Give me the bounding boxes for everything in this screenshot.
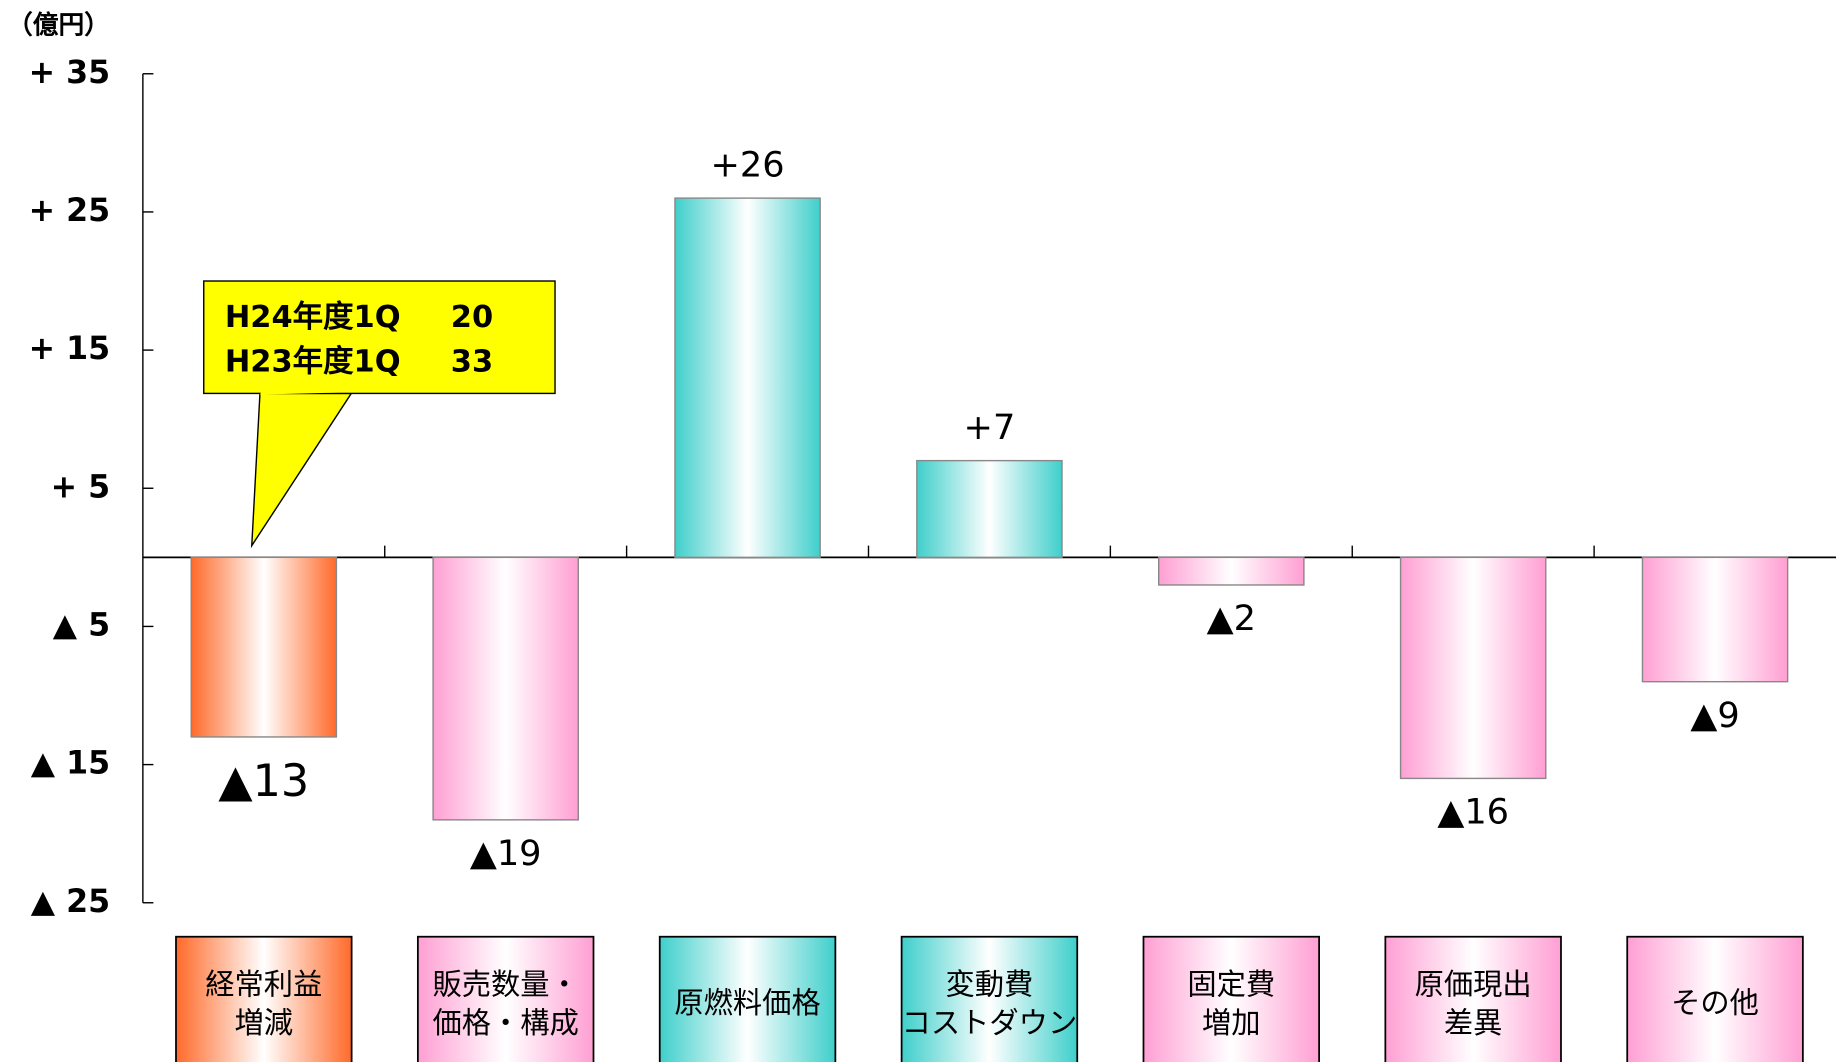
value-label: +26 <box>711 145 785 186</box>
category-label: 経常利益 <box>205 967 322 1001</box>
bar <box>916 459 1063 559</box>
bar <box>1641 556 1789 683</box>
bar <box>432 556 579 821</box>
y-tick-label: + 5 <box>51 469 110 505</box>
value-label: ▲16 <box>1437 792 1509 833</box>
category-label: 販売数量・ <box>433 967 579 1001</box>
value-label: ▲9 <box>1690 695 1739 736</box>
y-tick-label: + 25 <box>29 193 110 229</box>
y-tick-label: ▲ 15 <box>31 746 110 782</box>
bar <box>1157 556 1305 586</box>
category-box <box>900 935 1079 1062</box>
callout-pointer <box>250 392 353 549</box>
callout-joint <box>259 392 351 395</box>
category-label: コストダウン <box>902 1006 1078 1040</box>
category-label: 原燃料価格 <box>674 986 820 1020</box>
value-label: +7 <box>964 407 1016 448</box>
y-tick-label: ▲ 5 <box>53 607 110 643</box>
category-box <box>1626 935 1804 1062</box>
y-tick-label: + 35 <box>29 55 110 91</box>
value-label: ▲2 <box>1207 598 1256 639</box>
category-box <box>175 935 353 1062</box>
category-label: 増加 <box>1202 1006 1261 1040</box>
category-box <box>658 935 837 1062</box>
annotation-label: H24年度1Q <box>225 300 401 335</box>
value-label: ▲13 <box>218 756 309 807</box>
bar <box>190 556 338 738</box>
y-tick-label: ▲ 25 <box>31 884 110 920</box>
value-label: ▲19 <box>470 833 542 874</box>
annotation-value: 20 <box>451 300 493 335</box>
annotation-label: H23年度1Q <box>225 344 401 379</box>
category-label: 価格・構成 <box>433 1006 579 1040</box>
bar <box>674 197 821 559</box>
category-label: その他 <box>1671 986 1759 1020</box>
callout-box <box>203 280 556 395</box>
category-box <box>416 935 595 1062</box>
category-label: 差異 <box>1444 1006 1503 1040</box>
category-box <box>1384 935 1562 1062</box>
category-label: 原価現出 <box>1415 967 1532 1001</box>
category-label: 固定費 <box>1187 967 1275 1001</box>
bar <box>1399 556 1547 780</box>
category-label: 増減 <box>235 1006 294 1040</box>
y-axis-label: （億円） <box>7 10 110 40</box>
y-tick-label: + 15 <box>29 331 110 367</box>
category-box <box>1142 935 1320 1062</box>
annotation-value: 33 <box>451 344 493 379</box>
category-label: 変動費 <box>946 967 1034 1001</box>
